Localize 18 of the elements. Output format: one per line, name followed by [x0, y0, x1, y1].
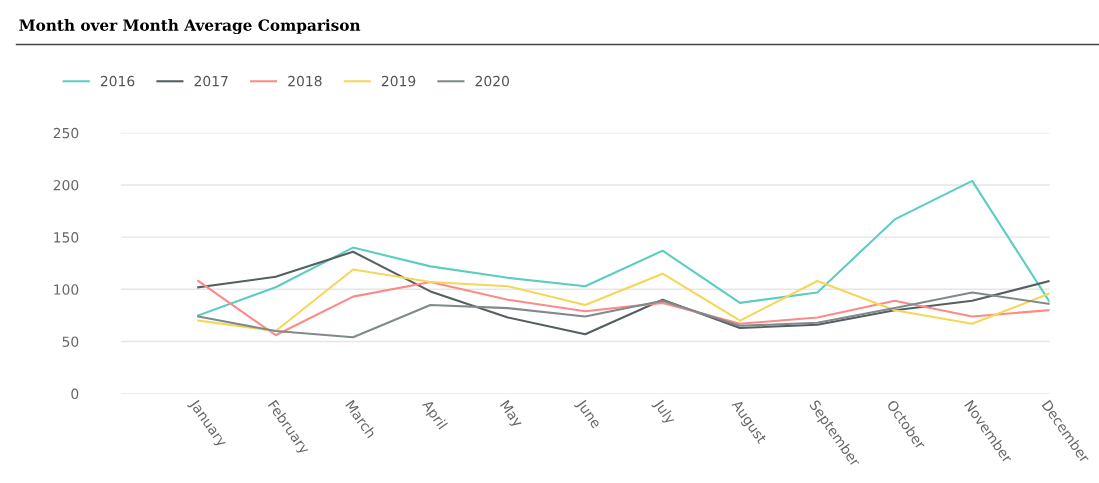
line-series: [197, 250, 1050, 336]
y-tick-label: 100: [54, 284, 79, 295]
line-series: [197, 268, 1050, 333]
legend-label: 2016: [100, 75, 135, 87]
y-tick-label: 150: [54, 232, 79, 243]
y-tick-label: 0: [71, 388, 79, 400]
line-series: [197, 179, 1050, 317]
y-tick-label: 200: [53, 179, 79, 191]
line-series: [197, 279, 1050, 337]
chart-title: Month over Month Average Comparison: [19, 19, 361, 35]
legend-label: 2018: [288, 75, 322, 87]
legend-label: 2017: [194, 75, 228, 87]
legend-label: 2019: [381, 75, 416, 87]
x-tick-label: July: [651, 397, 677, 427]
y-tick-label: 50: [62, 336, 79, 347]
line-series: [197, 291, 1050, 339]
legend-label: 2020: [475, 75, 509, 87]
y-tick-label: 250: [53, 127, 79, 139]
